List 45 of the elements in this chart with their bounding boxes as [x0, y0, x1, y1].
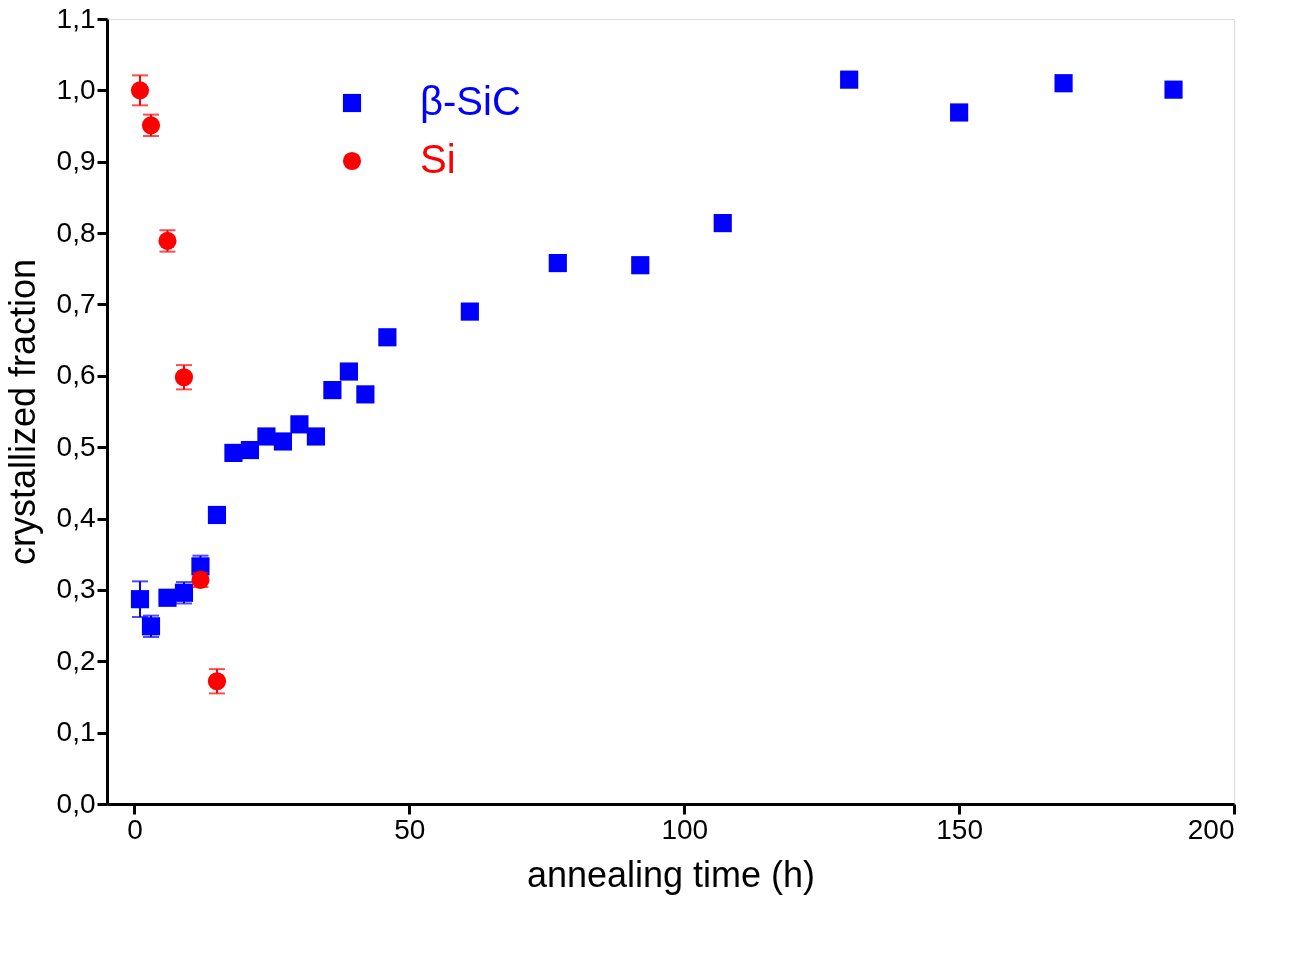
point — [950, 103, 969, 122]
y-tick-label: 1,1 — [56, 2, 96, 34]
y-tick-label: 0,0 — [56, 787, 96, 819]
x-tick-label: 0 — [127, 813, 143, 845]
point — [306, 427, 325, 446]
y-tick-label: 0,1 — [56, 716, 96, 748]
point — [207, 672, 227, 691]
point — [1164, 80, 1183, 99]
point — [240, 440, 260, 460]
point — [158, 588, 177, 607]
x-tick-label: 50 — [394, 813, 426, 845]
x-axis-title: annealing time (h) — [526, 853, 816, 895]
y-tick-label: 0,3 — [56, 573, 96, 605]
point — [713, 214, 732, 233]
y-tick-label: 0,5 — [56, 430, 96, 462]
point — [224, 443, 243, 462]
legend-label: β-SiC — [420, 79, 521, 123]
point — [548, 253, 567, 273]
point — [323, 381, 342, 400]
y-tick-label: 0,8 — [56, 216, 96, 248]
point — [356, 385, 375, 404]
point — [174, 368, 194, 387]
y-tick-label: 0,7 — [56, 287, 96, 319]
point — [378, 328, 397, 347]
point — [290, 415, 309, 434]
point — [257, 427, 276, 446]
y-tick-label: 0,6 — [56, 359, 96, 391]
x-tick-label: 200 — [1187, 813, 1235, 845]
point — [460, 302, 479, 321]
point — [1054, 74, 1073, 93]
point — [273, 432, 292, 451]
x-tick-label: 100 — [661, 813, 709, 845]
y-tick-label: 0,2 — [56, 644, 96, 676]
y-tick-label: 0,4 — [56, 502, 96, 534]
point — [631, 256, 650, 275]
point — [207, 505, 227, 525]
point — [130, 590, 150, 609]
point — [339, 362, 358, 381]
legend-label: Si — [420, 137, 456, 181]
x-tick-label: 150 — [936, 813, 983, 845]
point — [130, 81, 150, 100]
y-axis-title: crystallized fraction — [1, 258, 43, 566]
point — [840, 70, 859, 89]
y-tick-label: 1,0 — [56, 73, 96, 105]
y-tick-label: 0,9 — [56, 145, 96, 177]
